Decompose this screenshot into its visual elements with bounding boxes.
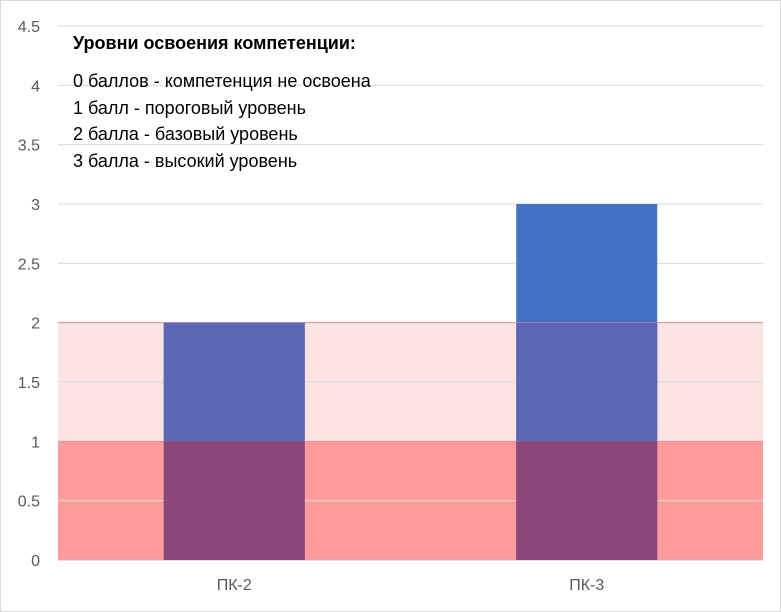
annotation-line-0: 0 баллов - компетенция не освоена — [73, 71, 372, 91]
y-tick-label-7: 3.5 — [18, 138, 40, 155]
y-tick-label-5: 2.5 — [18, 256, 40, 273]
x-axis-ticks: ПК-2 ПК-3 — [217, 577, 605, 594]
y-tick-label-8: 4 — [31, 78, 40, 95]
y-tick-label-9: 4.5 — [18, 19, 40, 36]
bar-0-light-segment — [163, 322, 305, 442]
y-tick-label-2: 1 — [31, 434, 40, 451]
y-tick-label-1: 0.5 — [18, 494, 40, 511]
y-tick-label-6: 3 — [31, 197, 40, 214]
x-tick-label-1: ПК-3 — [569, 577, 604, 594]
bars-layer — [58, 204, 763, 560]
annotation-line-3: 3 балла - высокий уровень — [73, 151, 297, 171]
bar-1-dark-segment — [516, 441, 658, 560]
annotation-box: Уровни освоения компетенции: 0 баллов - … — [73, 33, 372, 171]
annotation-line-2: 2 балла - базовый уровень — [73, 124, 298, 144]
y-tick-label-3: 1.5 — [18, 375, 40, 392]
y-tick-label-0: 0 — [31, 553, 40, 570]
bar-1-light-segment — [516, 322, 658, 442]
annotation-title: Уровни освоения компетенции: — [73, 33, 356, 53]
x-tick-label-0: ПК-2 — [217, 577, 252, 594]
y-tick-label-4: 2 — [31, 316, 40, 333]
annotation-line-1: 1 балл - пороговый уровень — [73, 98, 306, 118]
y-axis-ticks: 0 0.5 1 1.5 2 2.5 3 3.5 4 4.5 — [18, 19, 40, 570]
bar-0-dark-segment — [163, 441, 305, 560]
